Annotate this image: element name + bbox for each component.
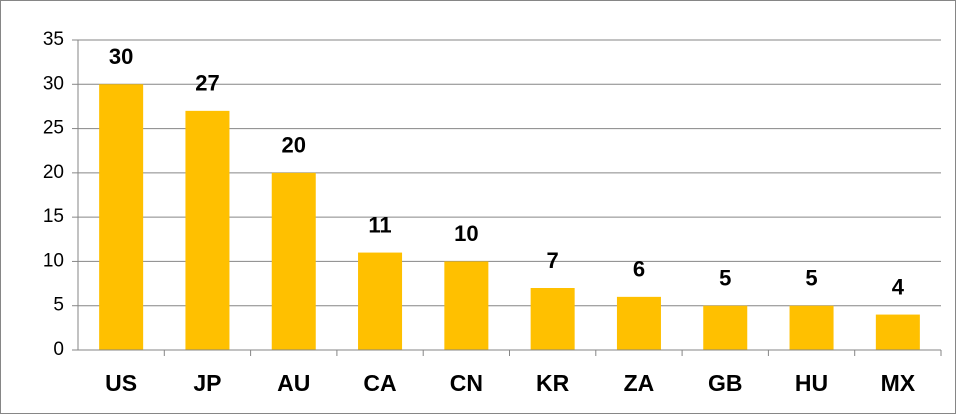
data-label: 10 — [454, 221, 478, 246]
bar — [616, 296, 661, 350]
bar — [99, 84, 144, 351]
bar — [444, 261, 489, 350]
y-tick-label: 10 — [43, 250, 64, 271]
data-label: 4 — [892, 274, 905, 299]
bar — [530, 288, 575, 350]
y-tick-label: 15 — [43, 206, 64, 227]
data-label: 5 — [805, 266, 817, 291]
data-label: 7 — [547, 248, 559, 273]
bar — [271, 172, 316, 350]
data-label: 30 — [109, 44, 133, 69]
data-label: 11 — [368, 212, 391, 237]
x-tick-label: ZA — [624, 370, 655, 396]
x-tick-label: GB — [708, 370, 743, 396]
data-label: 20 — [282, 133, 306, 158]
y-tick-label: 20 — [43, 162, 64, 183]
x-tick-label: KR — [536, 370, 570, 396]
bar — [358, 252, 403, 350]
bar — [703, 305, 748, 350]
x-tick-label: JP — [193, 370, 221, 396]
data-label: 6 — [633, 257, 645, 282]
bar — [875, 314, 920, 350]
x-tick-label: US — [105, 370, 137, 396]
y-tick-label: 0 — [53, 339, 64, 360]
x-tick-label: HU — [795, 370, 828, 396]
x-tick-label: MX — [881, 370, 916, 396]
x-tick-label: CA — [363, 370, 396, 396]
bar — [789, 305, 834, 350]
y-tick-label: 30 — [43, 73, 64, 94]
bar — [185, 110, 230, 350]
data-label: 5 — [719, 266, 731, 291]
y-tick-label: 25 — [43, 118, 64, 139]
x-tick-label: AU — [277, 370, 310, 396]
y-tick-label: 35 — [43, 29, 64, 50]
data-label: 27 — [195, 71, 219, 96]
y-tick-label: 5 — [53, 295, 64, 316]
x-tick-label: CN — [450, 370, 483, 396]
